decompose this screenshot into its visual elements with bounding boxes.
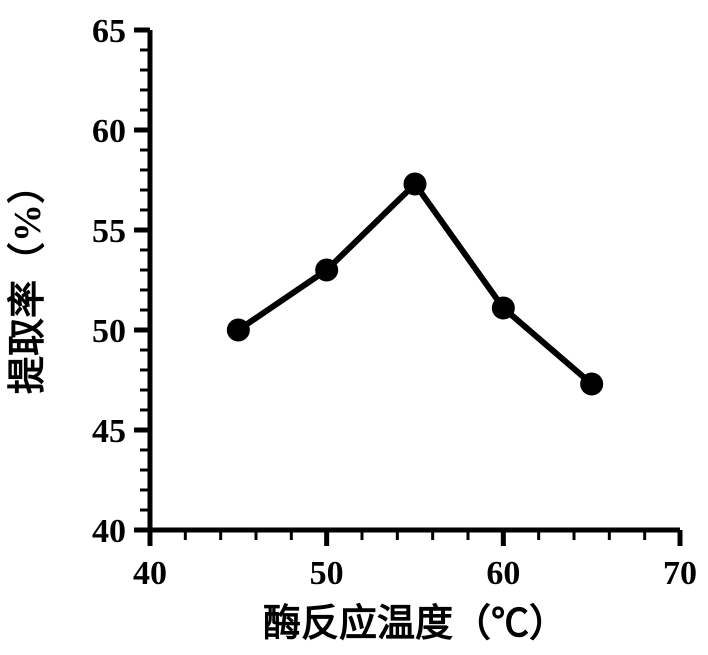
y-tick-label: 65 [92, 13, 126, 50]
series-marker [581, 373, 603, 395]
x-tick-label: 60 [486, 555, 520, 592]
x-tick-label: 40 [133, 555, 167, 592]
y-tick-label: 45 [92, 413, 126, 450]
y-tick-label: 40 [92, 513, 126, 550]
series-marker [316, 259, 338, 281]
x-axis-label: 酶反应温度（℃） [263, 603, 567, 645]
y-axis-label: 提取率（%） [7, 166, 49, 394]
y-tick-label: 60 [92, 113, 126, 150]
x-tick-label: 50 [310, 555, 344, 592]
series-marker [492, 297, 514, 319]
series-marker [227, 319, 249, 341]
line-chart: 40 50 60 70 40 45 50 55 60 65 酶反应温度（℃） 提取率（%） [0, 0, 708, 655]
chart-svg: 40 50 60 70 40 45 50 55 60 65 酶反应温度（℃） 提取率（%） [0, 0, 708, 655]
series-marker [404, 173, 426, 195]
x-tick-label: 70 [663, 555, 697, 592]
y-tick-label: 50 [92, 313, 126, 350]
y-tick-label: 55 [92, 213, 126, 250]
